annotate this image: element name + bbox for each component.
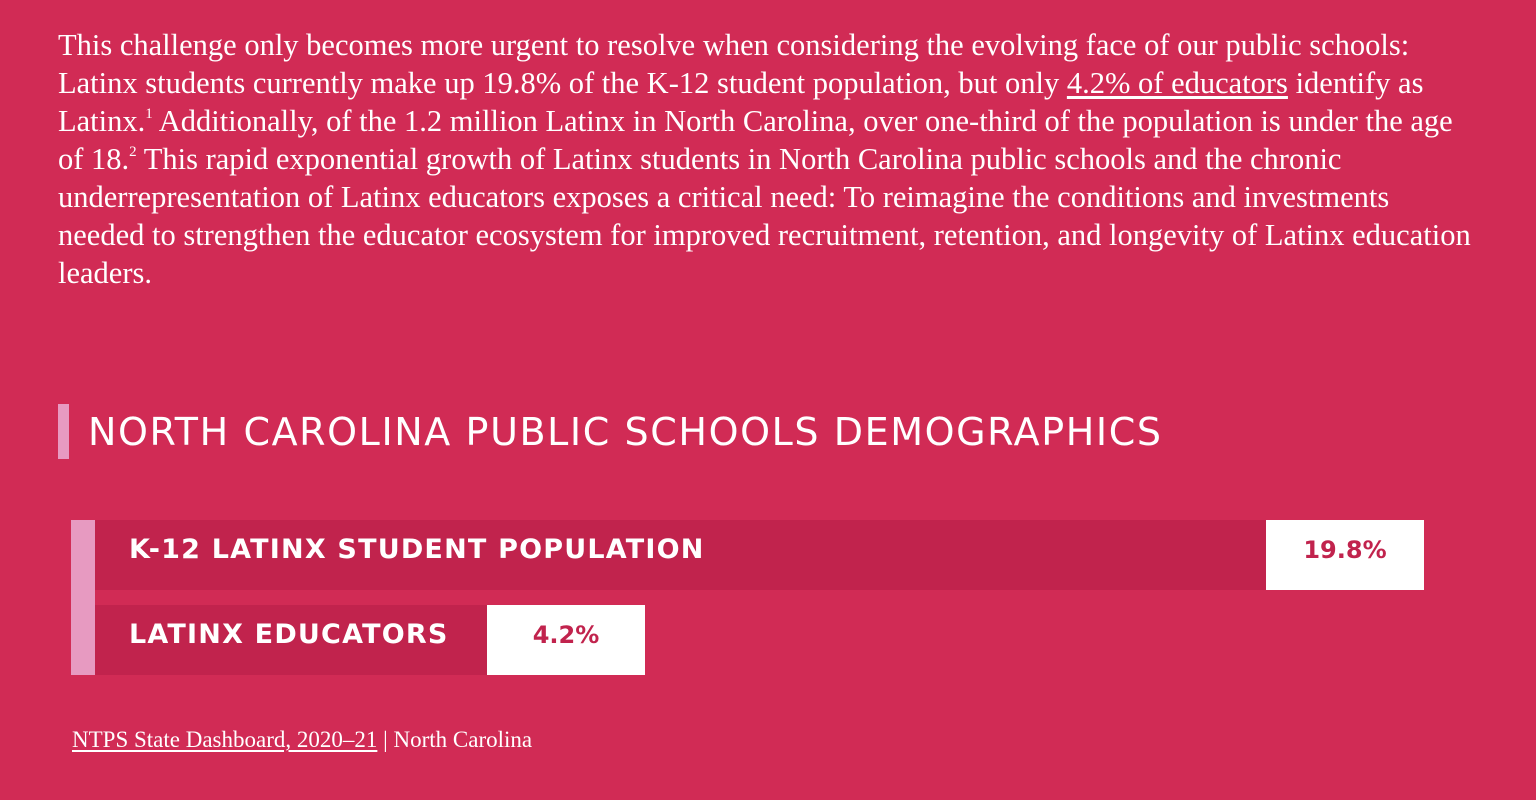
footnote-2[interactable]: 2: [129, 143, 137, 160]
source-link[interactable]: NTPS State Dashboard, 2020–21: [72, 727, 378, 752]
demographics-bar-chart: K-12 LATINX STUDENT POPULATION 19.8% LATIN…: [71, 520, 1471, 675]
section-heading: NORTH CAROLINA PUBLIC SCHOOLS DEMOGRAPHI…: [58, 404, 1163, 459]
educators-stat-link[interactable]: 4.2% of educators: [1066, 66, 1288, 100]
intro-text-4: This rapid exponential growth of Latinx …: [58, 142, 1471, 290]
chart-value-label-2: 4.2%: [487, 605, 645, 675]
chart-bar-2: LATINX EDUCATORS: [95, 605, 487, 675]
intro-paragraph: This challenge only becomes more urgent …: [58, 26, 1478, 292]
chart-value-label-1: 19.8%: [1266, 520, 1424, 590]
intro-text-1: This challenge only becomes more urgent …: [58, 28, 1410, 100]
footnote-1[interactable]: 1: [145, 105, 153, 122]
source-region: North Carolina: [393, 727, 533, 752]
chart-title: NORTH CAROLINA PUBLIC SCHOOLS DEMOGRAPHI…: [88, 409, 1163, 454]
chart-category-label-2: LATINX EDUCATORS: [129, 619, 449, 650]
chart-category-label-1: K-12 LATINX STUDENT POPULATION: [129, 534, 705, 565]
chart-accent-bar: [71, 520, 95, 675]
intro-text-2: identify as Latinx.: [58, 66, 1424, 138]
source-separator: |: [377, 727, 394, 752]
heading-accent-bar: [58, 404, 69, 459]
intro-text-3: Additionally, of the 1.2 million Latinx …: [58, 104, 1453, 176]
chart-bar-1: K-12 LATINX STUDENT POPULATION: [95, 520, 1266, 590]
source-citation: NTPS State Dashboard, 2020–21 | North Ca…: [72, 727, 532, 753]
